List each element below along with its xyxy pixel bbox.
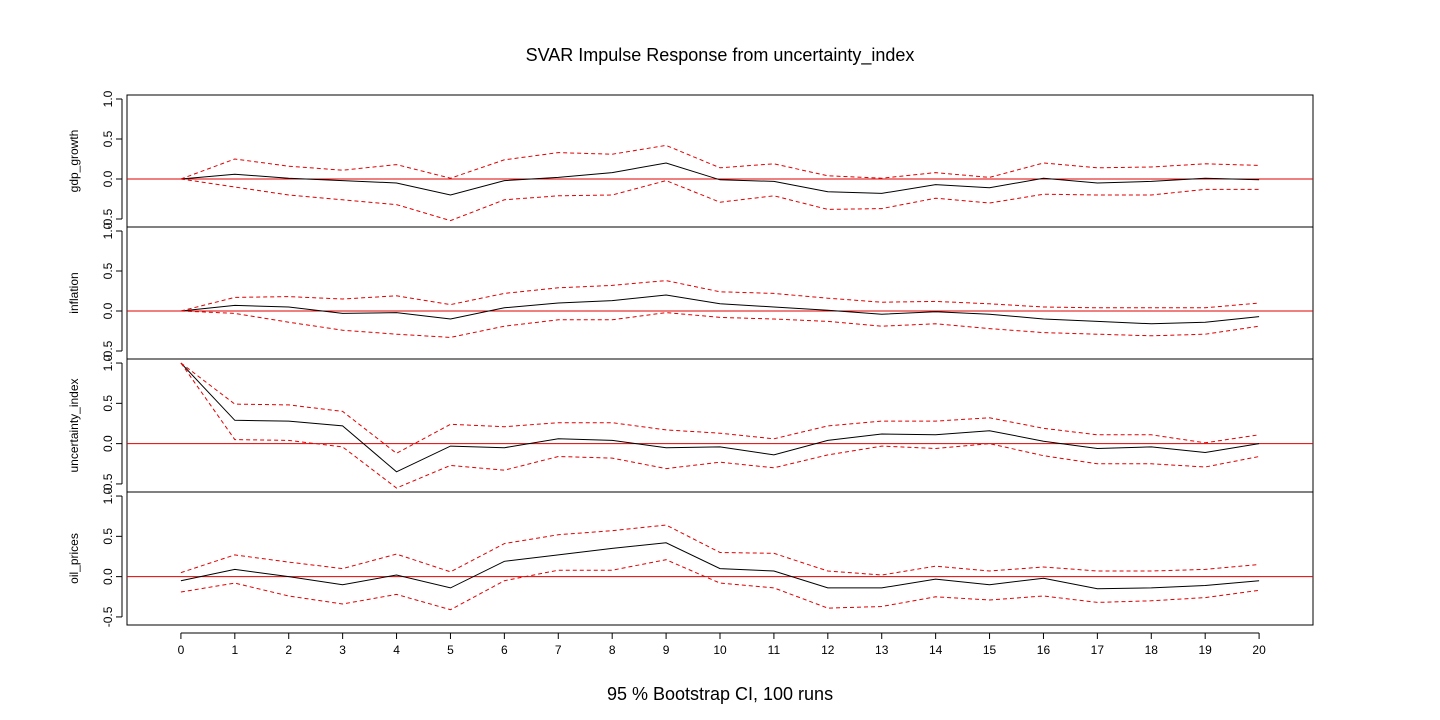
y-tick-label: 0.0: [101, 568, 115, 585]
panel-ylabel: oil_prices: [67, 533, 81, 584]
x-tick-label: 3: [339, 643, 346, 657]
x-tick-label: 15: [983, 643, 997, 657]
x-tick-label: 19: [1199, 643, 1213, 657]
ci-upper-line: [180, 144, 1260, 180]
panel-ylabel: inflation: [67, 272, 81, 313]
x-tick-label: 0: [178, 643, 185, 657]
x-axis-label: 95 % Bootstrap CI, 100 runs: [607, 684, 833, 704]
y-tick-label: 1.0: [101, 222, 115, 239]
x-tick-label: 14: [929, 643, 943, 657]
x-tick-label: 7: [555, 643, 562, 657]
panel-ylabel: uncertainty_index: [67, 378, 81, 472]
x-tick-label: 20: [1252, 643, 1266, 657]
ci-lower-line: [180, 362, 1260, 489]
y-tick-label: 0.0: [101, 435, 115, 452]
y-tick-label: 0.5: [101, 395, 115, 412]
panels-group: -0.5 0.0 0.5 1.0 gdp_growth -0.5 0.0 0.5 1.0 infl…: [67, 90, 1314, 627]
x-tick-label: 11: [768, 643, 781, 657]
x-tick-label: 16: [1037, 643, 1051, 657]
x-tick-label: 8: [609, 643, 616, 657]
panel-inflation: -0.5 0.0 0.5 1.0 inflation: [67, 222, 1314, 361]
x-tick-label: 5: [447, 643, 454, 657]
x-tick-label: 12: [821, 643, 835, 657]
y-tick-label: 0.5: [101, 130, 115, 147]
x-tick-label: 6: [501, 643, 508, 657]
response-line: [180, 362, 1260, 473]
y-tick-label: 1.0: [101, 487, 115, 504]
x-tick-label: 17: [1091, 643, 1105, 657]
y-tick-label: 0.0: [101, 302, 115, 319]
x-tick-label: 18: [1145, 643, 1159, 657]
panel-uncertainty_index: -0.5 0.0 0.5 1.0 uncertainty_index: [67, 354, 1314, 494]
ci-upper-line: [180, 362, 1260, 454]
response-line: [180, 542, 1260, 590]
x-tick-label: 4: [393, 643, 400, 657]
ci-lower-line: [180, 178, 1260, 222]
y-tick-label: -0.5: [101, 208, 115, 229]
panel-frame: [126, 358, 1314, 493]
response-line: [180, 162, 1260, 196]
ci-lower-line: [180, 310, 1260, 338]
y-tick-label: -0.5: [101, 606, 115, 627]
y-tick-label: 0.0: [101, 170, 115, 187]
x-tick-label: 1: [231, 643, 238, 657]
panel-frame: [126, 491, 1314, 626]
x-tick-label: 13: [875, 643, 889, 657]
response-line: [180, 294, 1260, 325]
y-tick-label: 0.5: [101, 528, 115, 545]
panel-frame: [126, 94, 1314, 228]
x-tick-label: 9: [663, 643, 670, 657]
x-axis: 0 1 2 3 4 5 6 7 8 9 10 11 12 13 14 15 16 17 18 19 20: [178, 632, 1266, 657]
ci-lower-line: [180, 559, 1260, 611]
ci-upper-line: [180, 524, 1260, 576]
ci-upper-line: [180, 280, 1260, 312]
panel-gdp_growth: -0.5 0.0 0.5 1.0 gdp_growth: [67, 90, 1314, 229]
y-tick-label: -0.5: [101, 473, 115, 494]
x-tick-label: 2: [285, 643, 292, 657]
y-tick-label: 1.0: [101, 90, 115, 107]
y-tick-label: 1.0: [101, 354, 115, 371]
panel-frame: [126, 226, 1314, 360]
y-tick-label: 0.5: [101, 262, 115, 279]
y-tick-label: -0.5: [101, 340, 115, 361]
chart-title: SVAR Impulse Response from uncertainty_i…: [526, 45, 915, 66]
x-tick-label: 10: [713, 643, 727, 657]
panel-oil_prices: -0.5 0.0 0.5 1.0 oil_prices: [67, 487, 1314, 627]
panel-ylabel: gdp_growth: [67, 130, 81, 193]
